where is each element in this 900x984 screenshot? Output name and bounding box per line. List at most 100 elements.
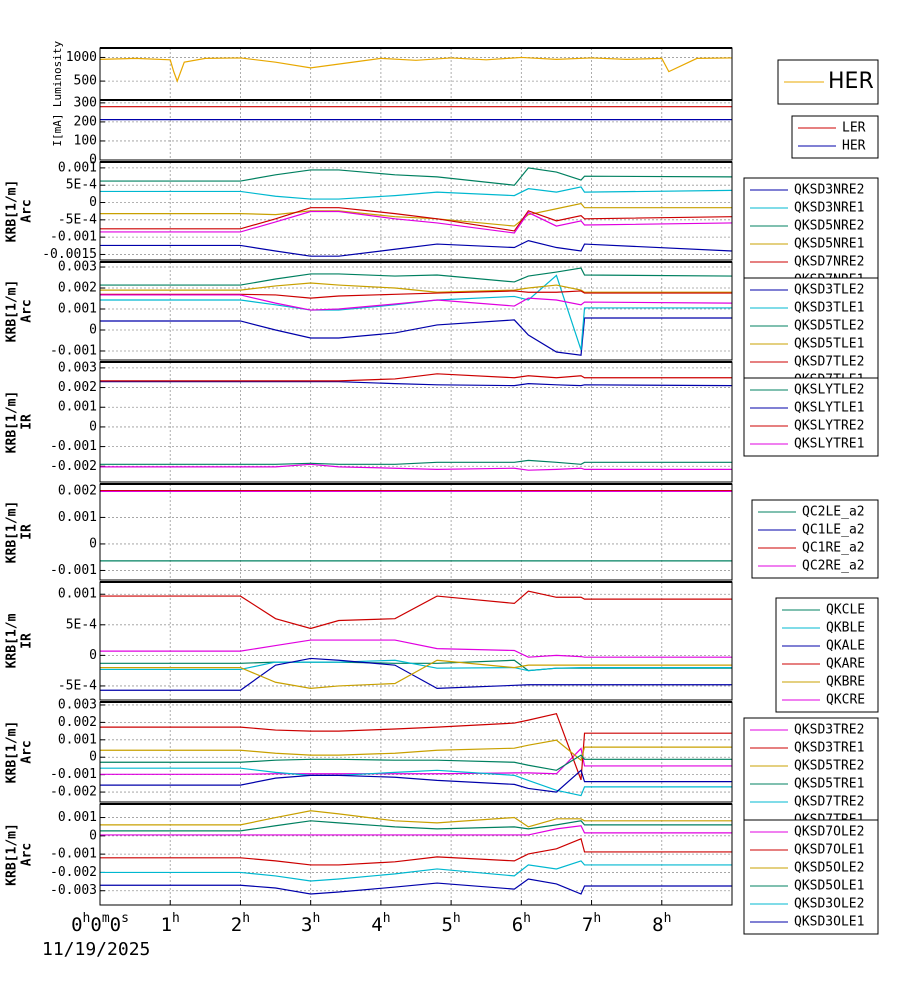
series-line bbox=[100, 590, 732, 630]
legend-label: QKSD7NRE2 bbox=[794, 255, 864, 270]
y-tick-label: 0.001 bbox=[58, 160, 97, 175]
series-line bbox=[100, 463, 732, 471]
series-line bbox=[100, 837, 732, 866]
series-line bbox=[100, 239, 732, 257]
series-line bbox=[100, 810, 732, 828]
legend-label: QKARE bbox=[826, 657, 865, 672]
y-tick-label: 0.003 bbox=[58, 360, 97, 375]
tick-label-part: h bbox=[242, 911, 250, 926]
series-line bbox=[100, 274, 732, 351]
series-line bbox=[100, 639, 732, 658]
y-axis-label: KRB[1/m] bbox=[5, 180, 20, 243]
legend-label: QKCRE bbox=[826, 693, 865, 708]
y-tick-label: -0.001 bbox=[50, 847, 97, 862]
x-tick-label: 1h bbox=[161, 911, 180, 936]
y-tick-label: -0.0015 bbox=[42, 247, 97, 262]
y-axis-label: Arc bbox=[20, 740, 35, 763]
y-tick-label: -0.001 bbox=[50, 343, 97, 358]
series-line bbox=[100, 282, 732, 293]
series-line bbox=[100, 712, 732, 781]
legend: QKSD3TRE2 QKSD3TRE1 QKSD5TRE2 QKSD5TRE1 QKSD… bbox=[743, 717, 879, 833]
legend-box bbox=[775, 597, 879, 713]
legend-label: QKBRE bbox=[826, 675, 865, 690]
y-tick-label: 0.002 bbox=[58, 281, 97, 296]
legend-box bbox=[743, 377, 879, 457]
series-line bbox=[100, 56, 732, 83]
tick-label-part: h bbox=[172, 911, 180, 926]
series-line bbox=[100, 754, 732, 771]
legend-label: HER bbox=[828, 69, 874, 94]
y-axis-label: IR bbox=[20, 524, 35, 540]
y-axis-label: Arc bbox=[20, 843, 35, 866]
tick-label-part: 7 bbox=[582, 914, 593, 936]
y-tick-label: 0 bbox=[89, 750, 97, 765]
legend-box bbox=[743, 277, 879, 393]
legend-label: QKSD3TLE1 bbox=[794, 301, 864, 316]
x-tick-label: 3h bbox=[301, 911, 320, 936]
series-line bbox=[100, 820, 732, 832]
y-axis-label: Arc bbox=[20, 299, 35, 322]
legend-box bbox=[743, 717, 879, 833]
series-line bbox=[100, 294, 732, 311]
legend-label: QC1LE_a2 bbox=[802, 523, 865, 538]
panel-frame bbox=[99, 483, 733, 581]
series-line bbox=[100, 659, 732, 689]
y-tick-label: 0.001 bbox=[58, 400, 97, 415]
y-tick-label: -0.001 bbox=[50, 230, 97, 245]
tick-label-part: 4 bbox=[371, 914, 382, 936]
legend-label: QKSD3OLE1 bbox=[794, 915, 864, 930]
tick-label-part: 0 bbox=[110, 914, 121, 936]
legend-box bbox=[751, 499, 879, 579]
x-tick-label: 8h bbox=[652, 911, 671, 936]
y-tick-label: -5E-4 bbox=[58, 678, 97, 693]
y-tick-label: 100 bbox=[74, 133, 97, 148]
y-axis-label: I[mA] bbox=[51, 113, 64, 146]
legend-label: QKSD5OLE1 bbox=[794, 879, 864, 894]
y-tick-label: 0 bbox=[89, 648, 97, 663]
series-line bbox=[100, 878, 732, 895]
panel-frame bbox=[99, 261, 733, 361]
series-line bbox=[100, 167, 732, 186]
series-line bbox=[100, 860, 732, 882]
legend-label: QKALE bbox=[826, 639, 865, 654]
x-tick-label: 0h0m0s bbox=[71, 911, 129, 936]
legend-label: LER bbox=[842, 121, 866, 136]
legend: QKCLE QKBLE QKALE QKARE QKBRE QKCRE bbox=[775, 597, 879, 713]
tick-label-part: 6 bbox=[512, 914, 523, 936]
y-tick-label: 0.003 bbox=[58, 697, 97, 712]
tick-label-part: h bbox=[83, 911, 91, 926]
y-tick-label: -0.002 bbox=[50, 459, 97, 474]
legend-label: QKSD7OLE2 bbox=[794, 825, 864, 840]
y-tick-label: -5E-4 bbox=[58, 212, 97, 227]
y-tick-label: 0.002 bbox=[58, 380, 97, 395]
legend-label: QC1RE_a2 bbox=[802, 541, 865, 556]
y-tick-label: 0 bbox=[89, 195, 97, 210]
legend: QKSD7OLE2 QKSD7OLE1 QKSD5OLE2 QKSD5OLE1 QKSD… bbox=[743, 819, 879, 935]
legend-label: QKSD3TRE2 bbox=[794, 723, 864, 738]
x-tick-label: 2h bbox=[231, 911, 250, 936]
legend-label: QKCLE bbox=[826, 603, 865, 618]
y-tick-label: 5E-4 bbox=[66, 617, 97, 632]
series-line bbox=[100, 267, 732, 286]
y-tick-label: 0.003 bbox=[58, 260, 97, 275]
legend-label: QKSLYTLE1 bbox=[794, 401, 864, 416]
legend-label: QKSD3NRE1 bbox=[794, 201, 864, 216]
y-tick-label: -0.001 bbox=[50, 563, 97, 578]
tick-label-part: 3 bbox=[301, 914, 312, 936]
y-tick-label: -0.001 bbox=[50, 439, 97, 454]
series-line bbox=[100, 186, 732, 200]
series-line bbox=[100, 659, 732, 672]
legend-label: QKSD7TRE2 bbox=[794, 795, 864, 810]
x-date-label: 11/19/2025 bbox=[42, 939, 150, 960]
tick-label-part: 8 bbox=[652, 914, 663, 936]
y-axis-label: IR bbox=[20, 633, 35, 649]
y-tick-label: 0.001 bbox=[58, 302, 97, 317]
y-tick-label: 200 bbox=[74, 114, 97, 129]
y-tick-label: 0 bbox=[89, 419, 97, 434]
legend-label: QKSD3NRE2 bbox=[794, 183, 864, 198]
legend-box bbox=[777, 59, 879, 105]
legend-label: QKSD7TLE2 bbox=[794, 355, 864, 370]
tick-label-part: h bbox=[523, 911, 531, 926]
